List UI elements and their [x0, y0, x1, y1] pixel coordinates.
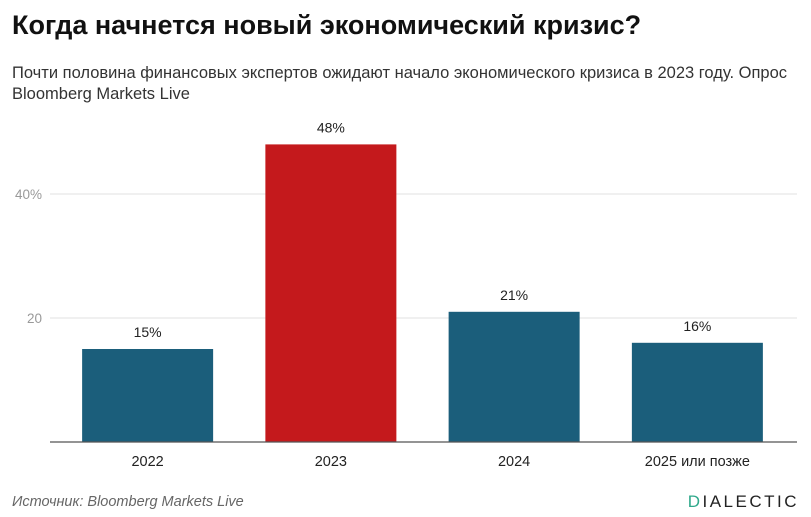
- x-tick-label: 2023: [315, 454, 347, 470]
- logo-text: IALECTIC: [702, 492, 799, 511]
- bar: [448, 311, 580, 442]
- y-tick-label: 20: [27, 311, 42, 326]
- bar-value-label: 48%: [317, 119, 345, 135]
- bar: [265, 144, 397, 442]
- x-tick-label: 2025 или позже: [645, 454, 750, 470]
- bar-value-label: 15%: [134, 324, 162, 340]
- logo-letter: D: [687, 492, 703, 511]
- bar-value-label: 21%: [500, 287, 528, 303]
- dialectic-logo: DIALECTIC: [688, 492, 799, 512]
- bar: [631, 342, 763, 442]
- chart-subtitle: Почти половина финансовых экспертов ожид…: [12, 64, 788, 103]
- source-note: Источник: Bloomberg Markets Live: [12, 494, 244, 510]
- bar: [82, 349, 214, 442]
- chart-title: Когда начнется новый экономический кризи…: [12, 10, 642, 40]
- x-tick-label: 2022: [131, 454, 163, 470]
- y-tick-label: 40%: [15, 187, 42, 202]
- x-tick-label: 2024: [498, 454, 530, 470]
- bar-value-label: 16%: [683, 318, 711, 334]
